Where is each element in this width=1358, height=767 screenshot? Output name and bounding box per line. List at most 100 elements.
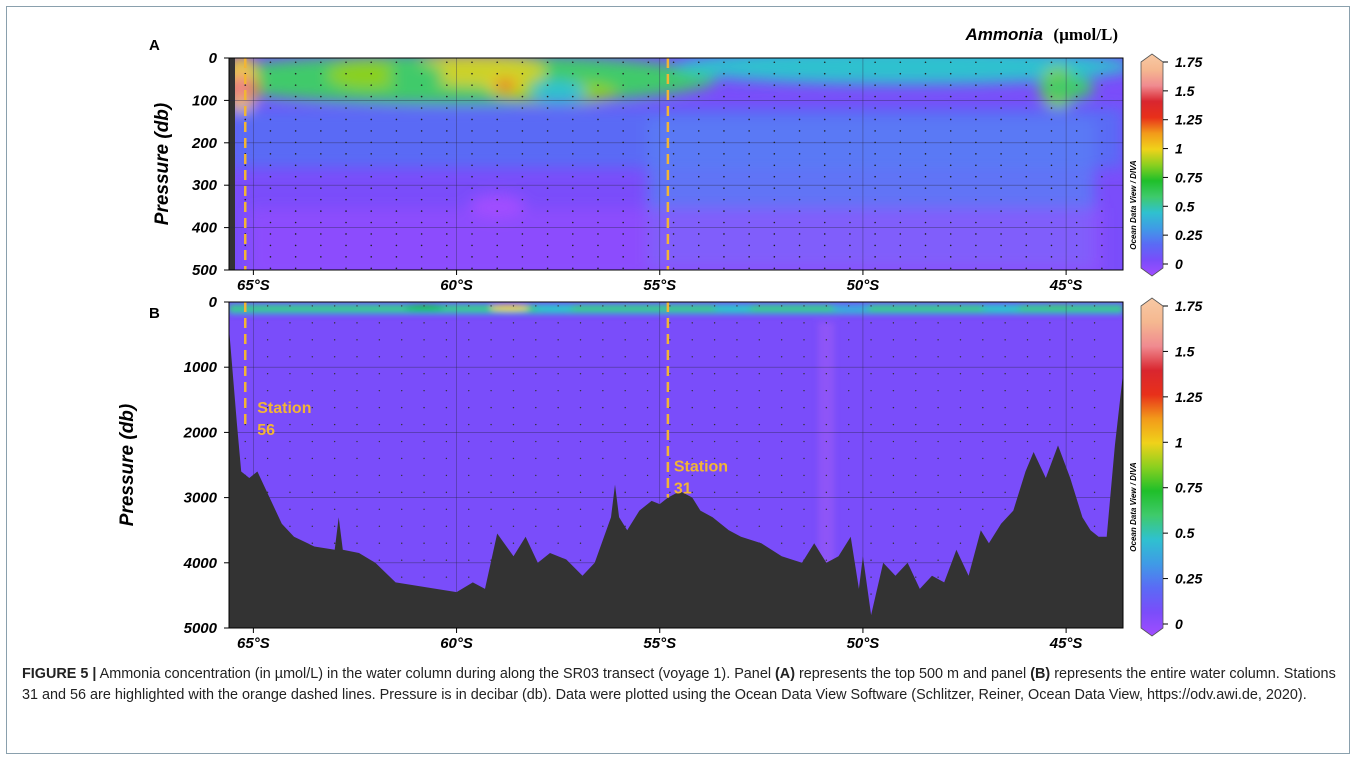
sample-dot — [713, 423, 716, 426]
sample-dot — [471, 267, 473, 270]
sample-dot — [1000, 118, 1002, 121]
sample-dot — [512, 406, 515, 409]
sample-dot — [579, 559, 582, 561]
sample-dot — [1075, 153, 1078, 155]
sample-dot — [571, 118, 574, 121]
sample-dot — [333, 542, 336, 544]
sample-dot — [597, 107, 599, 109]
sample-dot — [982, 474, 984, 477]
sample-dot — [1004, 491, 1006, 494]
sample-dot — [1025, 72, 1028, 75]
sample-dot — [975, 187, 977, 189]
sample-dot — [311, 491, 314, 494]
sample-dot — [446, 107, 448, 109]
sample-dot — [924, 187, 927, 189]
sample-dot — [622, 72, 624, 75]
sample-dot — [697, 210, 700, 212]
sample-dot — [471, 233, 473, 235]
sample-dot — [874, 95, 876, 98]
sample-dot — [512, 356, 515, 358]
sample-dot — [723, 95, 725, 98]
sample-dot — [915, 423, 917, 426]
sample-dot — [899, 107, 902, 109]
sample-dot — [982, 508, 984, 511]
sample-dot — [521, 107, 524, 109]
x-tick-label: 60°S — [440, 635, 473, 652]
sample-dot — [294, 153, 297, 155]
sample-dot — [378, 322, 381, 324]
sample-dot — [266, 406, 269, 409]
sample-dot — [320, 130, 322, 132]
sample-dot — [294, 198, 297, 201]
sample-dot — [848, 322, 850, 324]
sample-dot — [378, 373, 381, 375]
sample-dot — [823, 61, 826, 64]
sample-dot — [557, 474, 559, 477]
sample-dot — [736, 423, 738, 426]
sample-dot — [803, 373, 805, 375]
sample-dot — [535, 440, 537, 443]
sample-dot — [490, 474, 492, 477]
sample-dot — [266, 474, 269, 477]
sample-dot — [1000, 233, 1002, 235]
sample-dot — [798, 72, 801, 75]
sample-dot — [597, 130, 599, 132]
y-tick-label: 5000 — [184, 620, 218, 637]
sample-dot — [535, 339, 537, 341]
sample-dot — [982, 423, 984, 426]
sample-dot — [848, 457, 850, 460]
sample-dot — [697, 130, 700, 132]
sample-dot — [289, 508, 291, 511]
sample-dot — [672, 130, 675, 132]
sample-dot — [1000, 267, 1002, 270]
sample-dot — [669, 474, 671, 477]
sample-dot — [521, 95, 524, 98]
sample-dot — [982, 457, 984, 460]
sample-dot — [1075, 233, 1078, 235]
colorbar-tick-label: 0 — [1175, 256, 1183, 272]
sample-dot — [748, 118, 750, 121]
sample-dot — [691, 305, 693, 307]
sample-dot — [975, 141, 977, 144]
sample-dot — [849, 153, 851, 155]
x-tick-label: 45°S — [1049, 635, 1083, 652]
sample-dot — [401, 356, 403, 358]
sample-dot — [672, 198, 675, 201]
sample-dot — [423, 491, 425, 494]
sample-dot — [982, 305, 984, 307]
figure-canvas: A B Ammonia (µmol/L) Pressure (db) Press… — [117, 25, 1202, 652]
sample-dot — [445, 508, 448, 511]
sample-dot — [874, 72, 876, 75]
sample-dot — [892, 474, 895, 477]
figure-caption: FIGURE 5 | Ammonia concentration (in µmo… — [22, 664, 1340, 706]
sample-dot — [289, 457, 291, 460]
sample-dot — [1050, 130, 1053, 132]
sample-dot — [646, 373, 649, 375]
sample-dot — [1004, 508, 1006, 511]
sample-dot — [471, 141, 473, 144]
sample-dot — [647, 130, 650, 132]
sample-dot — [395, 267, 398, 270]
sample-dot — [571, 130, 574, 132]
sample-dot — [571, 221, 574, 224]
sample-dot — [915, 525, 917, 527]
sample-dot — [546, 267, 549, 270]
sample-dot — [378, 508, 381, 511]
sample-dot — [571, 164, 574, 167]
sample-dot — [471, 130, 473, 132]
caption-figure-label: FIGURE 5 | — [22, 666, 97, 682]
sample-dot — [949, 221, 952, 224]
sample-dot — [468, 356, 470, 358]
sample-dot — [672, 118, 675, 121]
sample-dot — [959, 423, 962, 426]
sample-dot — [924, 198, 927, 201]
sample-dot — [1101, 107, 1103, 109]
sample-dot — [899, 95, 902, 98]
sample-dot — [512, 457, 515, 460]
sample-dot — [289, 423, 291, 426]
sample-dot — [468, 457, 470, 460]
sample-dot — [579, 440, 582, 443]
colorbar-title-variable: Ammonia — [965, 25, 1043, 44]
sample-dot — [736, 305, 738, 307]
sample-dot — [345, 244, 347, 247]
